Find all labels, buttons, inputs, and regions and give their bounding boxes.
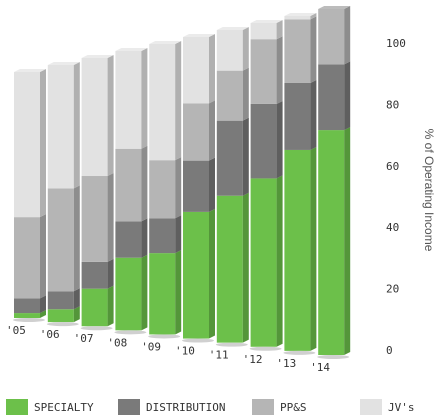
bar-top-4 <box>149 41 182 44</box>
bar-top-7 <box>250 20 283 23</box>
legend-swatch-jvs <box>360 399 382 415</box>
bar-top-1 <box>47 62 80 65</box>
bar-segment-jvs-5 <box>183 34 215 104</box>
x-tick-label: '05 <box>6 324 26 337</box>
bar-segment-specialty-4 <box>149 250 182 335</box>
legend-item-specialty: SPECIALTY <box>6 399 94 415</box>
bar-segment-pps-1 <box>47 185 80 292</box>
y-axis-label: % of Operating Income <box>422 129 436 252</box>
bars-group <box>13 6 351 359</box>
legend-item-jvs: JV's <box>360 399 415 415</box>
bar-segment-pps-7 <box>250 36 283 104</box>
bar-segment-jvs-1 <box>47 62 80 189</box>
bar-segment-jvs-6 <box>216 27 249 71</box>
bar-segment-specialty-8 <box>284 146 317 351</box>
bar-shadow-8 <box>283 350 316 355</box>
bar-top-9 <box>318 6 351 9</box>
x-tick-label: '08 <box>107 336 127 349</box>
bar-top-5 <box>183 34 215 37</box>
bar-segment-specialty-0 <box>14 310 46 318</box>
bar-segment-pps-8 <box>284 16 317 83</box>
legend-label-jvs: JV's <box>388 400 415 414</box>
bar-segment-pps-2 <box>81 173 114 262</box>
bar-shadow-6 <box>215 342 248 347</box>
bar-segment-jvs-7 <box>250 20 283 40</box>
bar-top-8 <box>284 13 317 16</box>
bar-shadow-4 <box>148 334 181 339</box>
bar-segment-specialty-2 <box>81 285 114 327</box>
y-axis-ticks: 0 20 40 60 80 100 <box>386 37 406 357</box>
y-tick-label: 60 <box>386 160 399 173</box>
bar-segment-jvs-8 <box>284 13 317 20</box>
bar-segment-jvs-3 <box>115 48 148 149</box>
legend: SPECIALTY DISTRIBUTION PP&S JV's <box>0 395 446 418</box>
bar-segment-jvs-4 <box>149 41 182 161</box>
bar-top-6 <box>216 27 249 30</box>
bar-segment-distribution-1 <box>47 288 80 310</box>
bar-segment-jvs-2 <box>81 55 114 177</box>
x-tick-label: '06 <box>40 328 60 341</box>
y-tick-label: 0 <box>386 344 393 357</box>
bar-shadow-2 <box>80 326 113 331</box>
bar-segment-pps-9 <box>318 6 351 65</box>
legend-item-pps: PP&S <box>252 399 307 415</box>
bar-segment-distribution-5 <box>183 157 215 212</box>
bar-segment-distribution-9 <box>318 61 351 131</box>
y-tick-label: 80 <box>386 98 399 111</box>
bar-shadow-7 <box>249 346 282 351</box>
bar-top-3 <box>115 48 148 51</box>
x-tick-label: '12 <box>243 353 263 366</box>
bar-segment-distribution-8 <box>284 79 317 150</box>
bar-segment-jvs-0 <box>14 69 46 218</box>
x-tick-label: '09 <box>141 340 161 353</box>
bar-shadow-1 <box>46 322 79 327</box>
x-tick-label: '11 <box>209 349 229 362</box>
bar-segment-specialty-5 <box>183 208 215 339</box>
bar-segment-specialty-6 <box>216 192 249 343</box>
y-tick-label: 20 <box>386 283 399 296</box>
y-tick-label: 40 <box>386 221 399 234</box>
x-axis-labels: '05 '06 '07 '08 '09 '10 '11 '12 '13 '14 <box>6 324 330 374</box>
bar-segment-distribution-0 <box>14 295 46 314</box>
bar-segment-specialty-1 <box>47 306 80 323</box>
legend-label-pps: PP&S <box>280 400 307 414</box>
bar-segment-distribution-7 <box>250 100 283 179</box>
bar-top-0 <box>14 69 46 72</box>
bar-segment-distribution-3 <box>115 218 148 258</box>
x-tick-label: '13 <box>276 357 296 370</box>
legend-swatch-distribution <box>118 399 140 415</box>
bar-segment-pps-5 <box>183 100 215 161</box>
legend-label-distribution: DISTRIBUTION <box>146 400 226 414</box>
bar-segment-pps-3 <box>115 145 148 222</box>
bar-segment-pps-4 <box>149 157 182 219</box>
bar-segment-distribution-2 <box>81 258 114 289</box>
x-tick-label: '14 <box>310 361 330 374</box>
bar-top-2 <box>81 55 114 58</box>
x-tick-label: '07 <box>74 332 94 345</box>
bar-segment-specialty-7 <box>250 175 283 347</box>
legend-swatch-pps <box>252 399 274 415</box>
bar-segment-specialty-9 <box>318 127 351 355</box>
bar-segment-pps-0 <box>14 214 46 299</box>
bar-segment-pps-6 <box>216 67 249 121</box>
bar-shadow-3 <box>114 330 147 335</box>
bar-shadow-9 <box>317 355 350 359</box>
legend-label-specialty: SPECIALTY <box>34 400 94 414</box>
legend-item-distribution: DISTRIBUTION <box>118 399 225 415</box>
bar-shadow-0 <box>13 318 45 322</box>
bar-shadow-5 <box>182 338 214 343</box>
stacked-bar-chart: '05 '06 '07 '08 '09 '10 '11 '12 '13 '14 0 20 40 60 80… <box>6 6 436 374</box>
bar-segment-distribution-4 <box>149 215 182 254</box>
x-tick-label: '10 <box>175 345 195 358</box>
bar-segment-distribution-6 <box>216 117 249 196</box>
bar-segment-specialty-3 <box>115 254 148 331</box>
legend-swatch-specialty <box>6 399 28 415</box>
y-tick-label: 100 <box>386 37 406 50</box>
